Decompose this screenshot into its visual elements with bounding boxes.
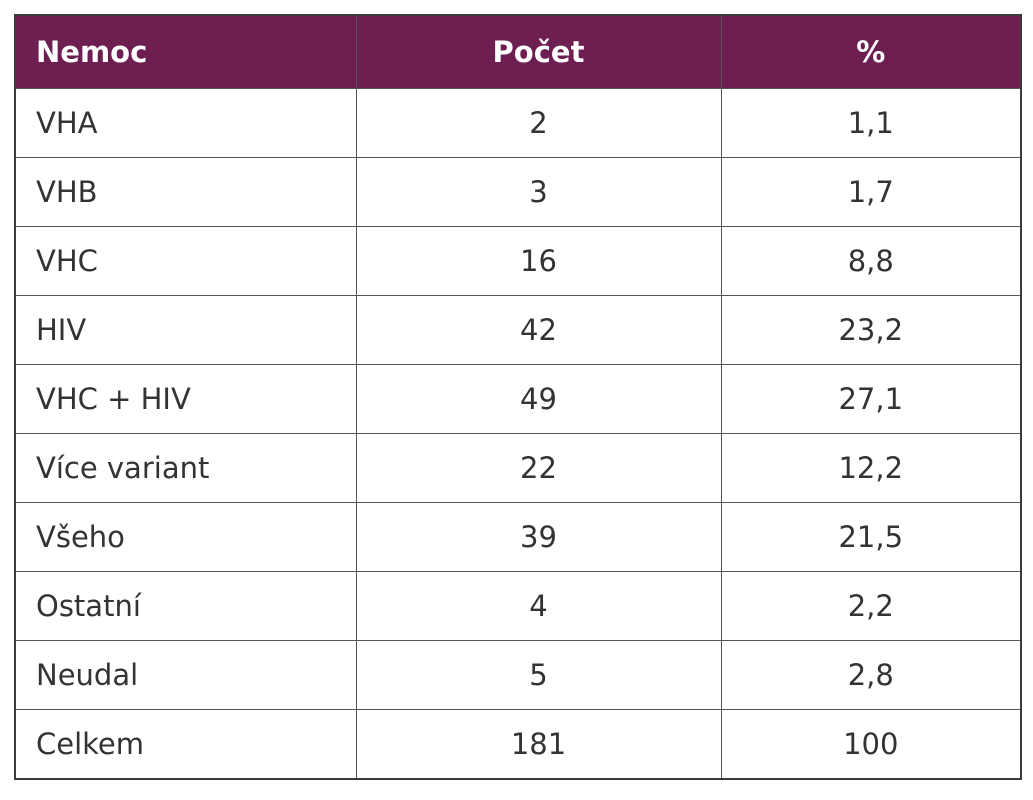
- table-cell: 5: [355, 640, 722, 710]
- table-cell: 1,7: [720, 157, 1022, 227]
- table-row: VHB 3 1,7: [14, 157, 1022, 227]
- table-row: Celkem 181 100: [14, 709, 1022, 780]
- table-cell: HIV: [14, 295, 357, 365]
- table-cell: 42: [355, 295, 722, 365]
- table-cell: VHC + HIV: [14, 364, 357, 434]
- table-cell: VHC: [14, 226, 357, 296]
- table-cell: 2,2: [720, 571, 1022, 641]
- table-row: VHA 2 1,1: [14, 88, 1022, 158]
- table-cell: 4: [355, 571, 722, 641]
- header-cell: Nemoc: [14, 14, 357, 89]
- table-header: Nemoc Počet%: [14, 14, 1022, 89]
- table-body: VHA 2 1,1 VHB 3 1,7 VHC 16 8,8 HIV 42 23,2 VHC + HIV…: [14, 88, 1022, 780]
- table-cell: 3: [355, 157, 722, 227]
- table-cell: 22: [355, 433, 722, 503]
- header-row: Nemoc Počet%: [14, 14, 1022, 89]
- table-row: VHC 16 8,8: [14, 226, 1022, 296]
- table-row: HIV 42 23,2: [14, 295, 1022, 365]
- header-cell: %: [720, 14, 1022, 89]
- table-row: Všeho 39 21,5: [14, 502, 1022, 572]
- table-row: Ostatní 4 2,2: [14, 571, 1022, 641]
- table-cell: Celkem: [14, 709, 357, 780]
- table-cell: 49: [355, 364, 722, 434]
- table-cell: Všeho: [14, 502, 357, 572]
- table-row: Neudal 5 2,8: [14, 640, 1022, 710]
- table-cell: VHB: [14, 157, 357, 227]
- table-row: Více variant 22 12,2: [14, 433, 1022, 503]
- table-cell: Ostatní: [14, 571, 357, 641]
- table-cell: 16: [355, 226, 722, 296]
- table-cell: Neudal: [14, 640, 357, 710]
- table-cell: 12,2: [720, 433, 1022, 503]
- table-cell: 8,8: [720, 226, 1022, 296]
- data-table: Nemoc Počet% VHA 2 1,1 VHB 3 1,7 VHC 16 8,8 HIV 42 2…: [14, 14, 1022, 780]
- table-row: VHC + HIV 49 27,1: [14, 364, 1022, 434]
- header-cell: Počet: [355, 14, 722, 89]
- table-cell: VHA: [14, 88, 357, 158]
- table-cell: Více variant: [14, 433, 357, 503]
- table-cell: 21,5: [720, 502, 1022, 572]
- table-cell: 27,1: [720, 364, 1022, 434]
- table-cell: 2: [355, 88, 722, 158]
- table-cell: 2,8: [720, 640, 1022, 710]
- table-cell: 100: [720, 709, 1022, 780]
- table-cell: 1,1: [720, 88, 1022, 158]
- table-cell: 23,2: [720, 295, 1022, 365]
- table-cell: 181: [355, 709, 722, 780]
- table-cell: 39: [355, 502, 722, 572]
